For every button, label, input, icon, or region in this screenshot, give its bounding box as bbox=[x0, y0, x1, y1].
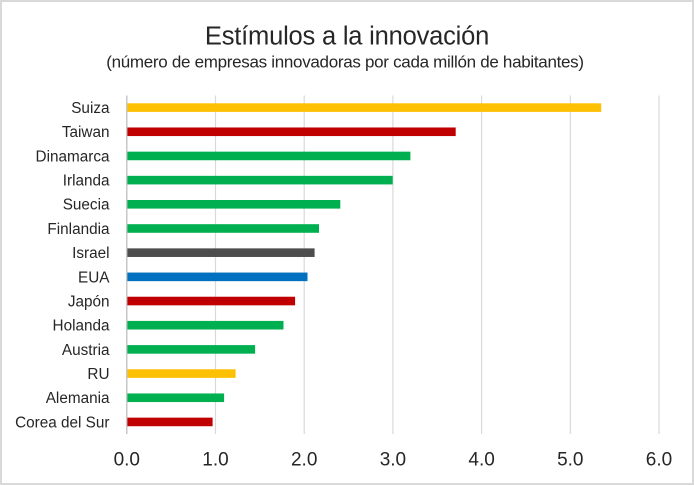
svg-text:1.0: 1.0 bbox=[202, 450, 228, 471]
svg-text:Taiwan: Taiwan bbox=[62, 124, 110, 141]
svg-text:0.0: 0.0 bbox=[114, 450, 140, 471]
svg-text:3.0: 3.0 bbox=[380, 450, 406, 471]
svg-text:EUA: EUA bbox=[78, 269, 110, 286]
svg-text:Irlanda: Irlanda bbox=[63, 173, 110, 190]
svg-text:Finlandia: Finlandia bbox=[47, 221, 110, 238]
svg-text:Dinamarca: Dinamarca bbox=[36, 148, 110, 165]
svg-text:(número de empresas innovadora: (número de empresas innovadoras por cada… bbox=[106, 53, 584, 72]
svg-text:2.0: 2.0 bbox=[291, 450, 317, 471]
svg-text:Austria: Austria bbox=[62, 342, 110, 359]
svg-text:RU: RU bbox=[87, 366, 109, 383]
svg-text:Alemania: Alemania bbox=[46, 390, 110, 407]
svg-text:6.0: 6.0 bbox=[646, 450, 672, 471]
svg-text:Corea del Sur: Corea del Sur bbox=[15, 414, 109, 431]
svg-text:Suiza: Suiza bbox=[71, 100, 110, 117]
svg-text:Israel: Israel bbox=[72, 245, 109, 262]
svg-text:4.0: 4.0 bbox=[468, 450, 494, 471]
svg-text:5.0: 5.0 bbox=[557, 450, 583, 471]
svg-text:Estímulos a la innovación: Estímulos a la innovación bbox=[205, 23, 489, 51]
svg-text:Holanda: Holanda bbox=[53, 318, 110, 335]
svg-text:Suecia: Suecia bbox=[63, 197, 110, 214]
svg-text:Japón: Japón bbox=[68, 294, 110, 311]
